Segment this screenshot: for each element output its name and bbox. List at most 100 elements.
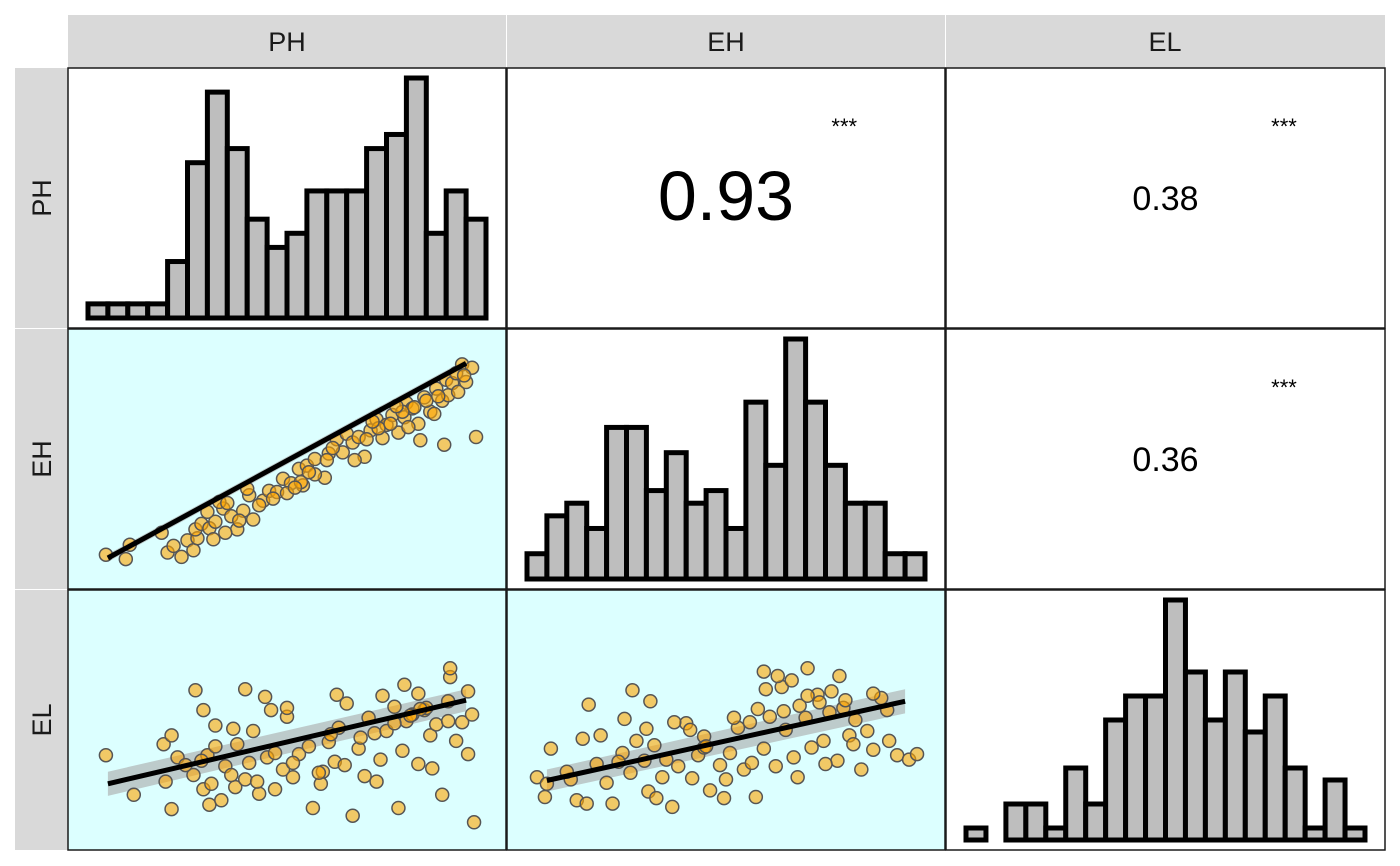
scatter-point [126,787,142,803]
regression-line [106,361,468,561]
histogram-bar [384,131,409,321]
scatter-point [251,786,267,801]
histogram-bar [862,500,888,582]
scatter-point [832,668,847,684]
scatter-point [655,769,670,785]
panel-hist-el [945,589,1386,851]
scatter-point [267,782,283,797]
scatter-point [285,769,301,785]
scatter-point [413,433,428,448]
row-label-eh: EH [27,440,57,478]
col-strip-ph [68,15,506,68]
scatter-point [909,746,925,762]
panel-background [946,329,1385,589]
histogram-bar [1262,693,1288,843]
correlation-value: 0.93 [658,157,794,235]
scatter-point [830,753,845,768]
scatter-point [804,740,819,755]
col-strip-el [946,15,1385,68]
histogram-bar [1302,825,1328,843]
scatter-point [824,684,839,699]
histogram-bar [604,424,629,582]
panel-border [506,589,946,851]
panel-background [507,590,945,850]
scatter-point [816,733,831,749]
panel-border [67,589,507,851]
panel-scatter-el-eh [506,589,946,851]
significance-stars: *** [1271,375,1297,400]
row-strip-eh [15,329,68,589]
scatter-point [702,783,718,798]
histogram-bar [1322,777,1348,843]
histogram-bar [1202,717,1228,843]
scatter-point [430,389,446,404]
scatter-point [275,762,291,777]
scatter-point [623,765,638,781]
histogram-bar [842,500,868,582]
histogram-bar [1063,765,1089,843]
histogram-bar [463,216,489,321]
scatter-point [466,815,482,830]
scatter-point [353,730,368,745]
histogram-bar [105,301,131,321]
panel-border [945,67,1386,329]
scatter-point [605,796,620,811]
scatter-point [395,743,410,759]
scatter-point [265,491,281,506]
scatter-point [643,694,658,709]
scatter-point [158,774,173,789]
scatter-point [287,480,303,495]
scatter-point [391,800,406,816]
scatter-point [249,774,265,789]
scatter-point [750,701,766,717]
scatter-point [440,713,456,729]
histogram-bar [1083,801,1109,843]
scatter-point [846,736,861,752]
scatter-point [854,762,869,777]
panel-hist-ph [67,67,507,329]
scatter-point [347,452,362,468]
panel-border [506,328,946,590]
scatter-point [684,771,700,786]
panel-corr-ph-el: 0.38 *** [945,67,1386,329]
panel-border [67,328,507,590]
scatter-point [373,752,388,767]
scatter-point [407,400,422,415]
scatter-point [231,513,247,528]
scatter-point [742,714,758,730]
histogram-bar [963,825,989,843]
scatter-point [800,661,815,676]
scatter-point [301,464,317,480]
scatter-point [529,769,545,785]
scatter-point [279,700,295,716]
histogram-bar [125,301,151,321]
scatter-point [537,789,553,805]
scatter-point [214,793,229,808]
scatter-point [345,808,360,823]
scatter-point [436,437,452,452]
histogram-bar [1043,825,1069,843]
histogram-bar [284,230,310,321]
histogram-bar [643,488,669,582]
scatter-point [716,790,732,806]
histogram-bar [85,301,111,321]
scatter-point [464,707,480,722]
scatter-point [639,721,654,737]
scatter-point [241,755,257,771]
histogram-bar [324,188,350,321]
scatter-point [456,368,472,383]
scatter-point [442,661,458,676]
scatter-point [301,739,317,754]
scatter-point [575,731,590,746]
scatter-point [579,796,594,811]
histogram-bar [544,513,570,582]
scatter-point [329,687,344,702]
panel-scatter-el-ph [67,589,507,851]
scatter-point [257,689,273,705]
row-strip-el [15,590,68,850]
scatter-point [263,702,279,718]
histogram-bar [364,146,390,321]
histogram-bar [1163,597,1188,843]
histogram-bar [723,525,749,582]
scatter-point [237,772,253,787]
